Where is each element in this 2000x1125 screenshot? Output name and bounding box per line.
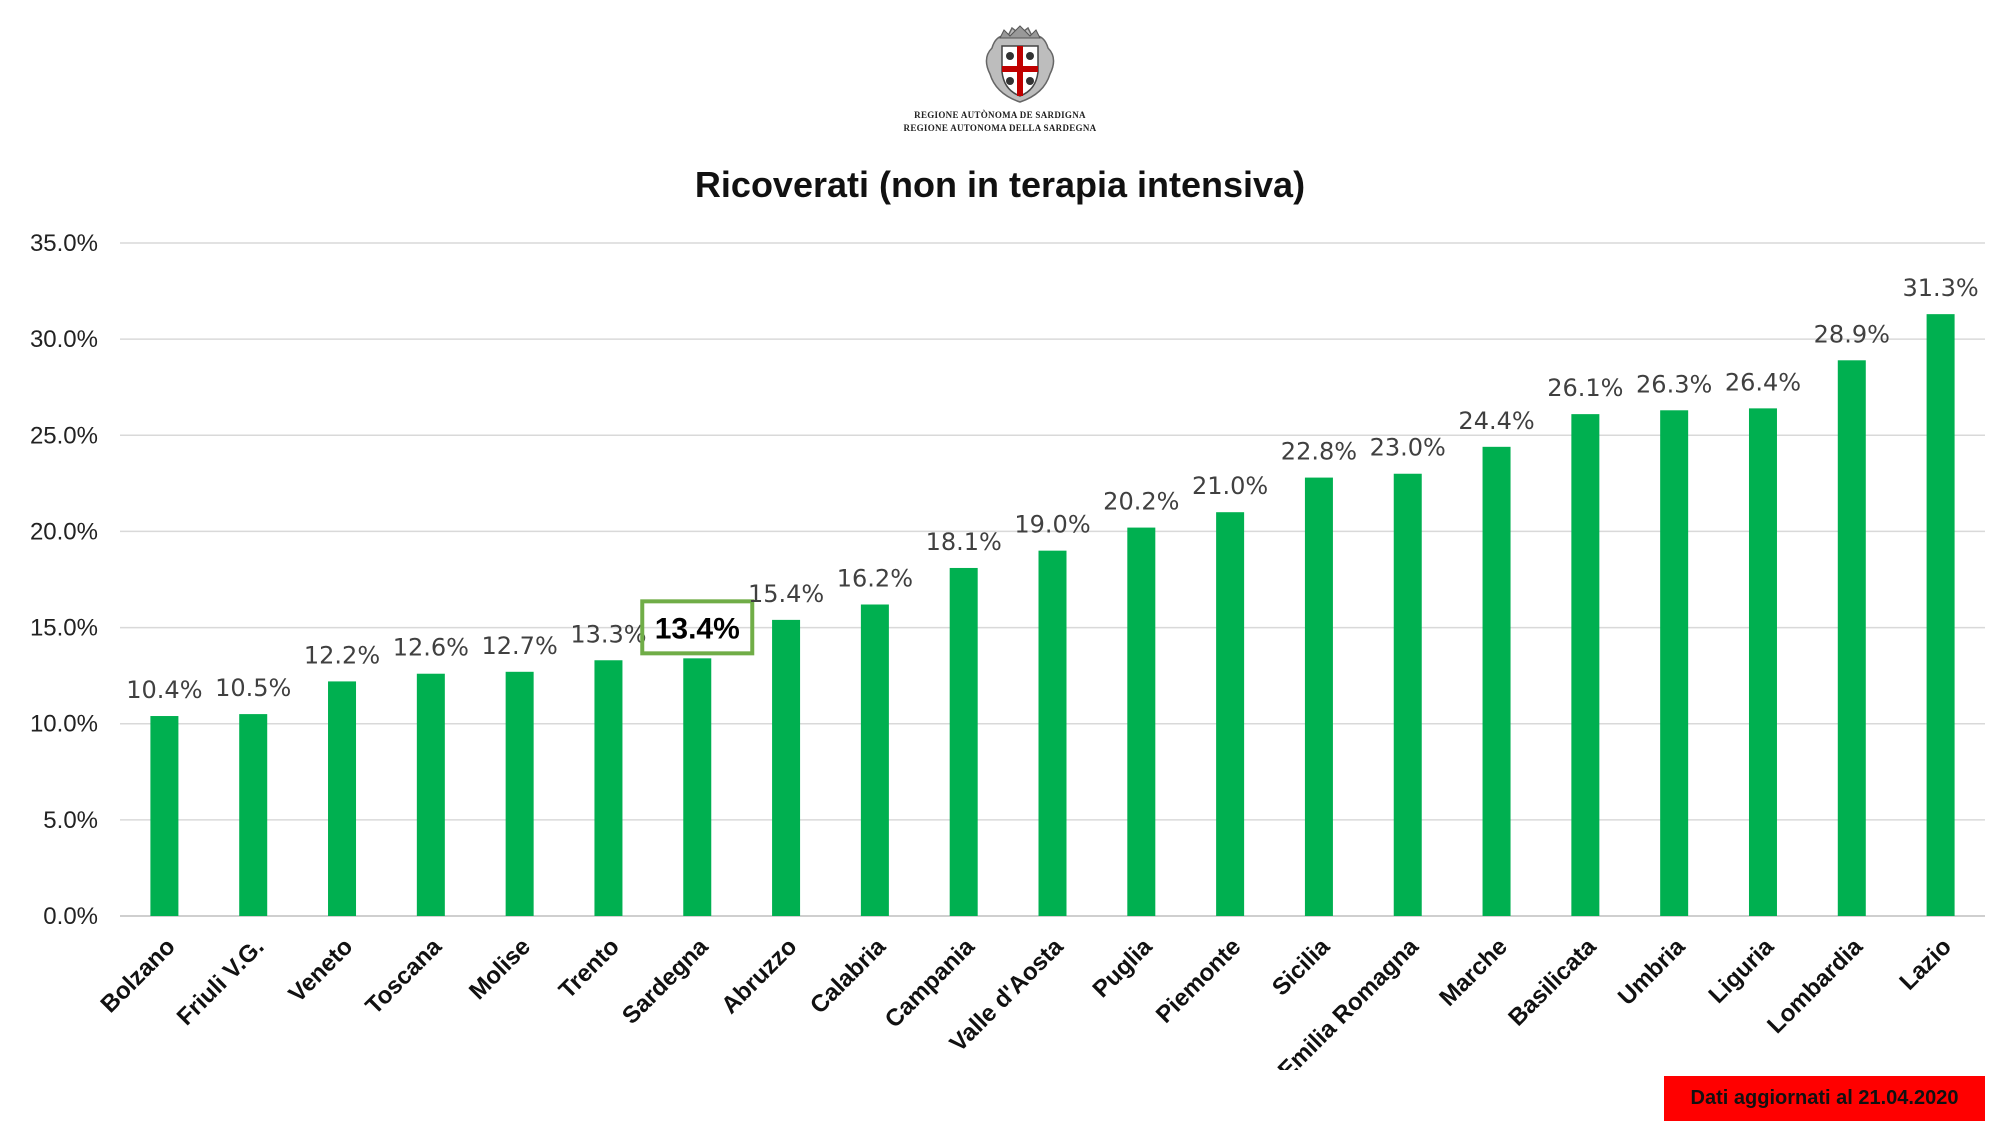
- y-tick-label: 25.0%: [30, 422, 98, 449]
- y-tick-label: 35.0%: [30, 230, 98, 257]
- data-label: 19.0%: [1014, 511, 1090, 539]
- data-label: 12.7%: [482, 632, 558, 660]
- update-date-note: Dati aggiornati al 21.04.2020: [1664, 1076, 1985, 1121]
- data-label: 16.2%: [837, 564, 913, 592]
- data-label: 13.3%: [570, 620, 646, 648]
- y-tick-label: 20.0%: [30, 518, 98, 545]
- data-label: 31.3%: [1902, 274, 1978, 302]
- bar: [1038, 550, 1067, 916]
- y-tick-label: 30.0%: [30, 326, 98, 353]
- data-label: 12.2%: [304, 641, 380, 669]
- x-tick-label: Umbria: [1613, 933, 1691, 1011]
- data-label: 18.1%: [926, 528, 1002, 556]
- bar: [683, 658, 712, 916]
- x-tick-label: Molise: [464, 933, 536, 1005]
- bar: [328, 681, 357, 916]
- region-coat-of-arms-logo: [985, 25, 1055, 103]
- logo-caption-italian: REGIONE AUTONOMA DELLA SARDEGNA: [903, 123, 1097, 133]
- highlight-box: [640, 599, 755, 656]
- x-tick-label: Sardegna: [617, 933, 714, 1030]
- bar: [1304, 477, 1333, 916]
- y-tick-label: 15.0%: [30, 615, 98, 642]
- bar: [594, 660, 623, 916]
- x-tick-label: Puglia: [1088, 933, 1158, 1003]
- data-label: 26.4%: [1725, 368, 1801, 396]
- bar: [1393, 473, 1422, 916]
- data-label: 10.5%: [215, 674, 291, 702]
- x-tick-label: Veneto: [284, 933, 359, 1008]
- data-label: 23.0%: [1370, 434, 1446, 462]
- x-tick-label: Sicilia: [1267, 933, 1336, 1002]
- data-label: 22.8%: [1281, 438, 1357, 466]
- x-tick-label: Lazio: [1894, 933, 1956, 995]
- x-tick-label: Bolzano: [96, 933, 181, 1018]
- bar: [949, 567, 978, 916]
- x-tick-label: Friuli V.G.: [172, 933, 270, 1031]
- data-label: 26.3%: [1636, 370, 1712, 398]
- bar: [1571, 414, 1600, 916]
- bar: [239, 714, 268, 916]
- bar: [1660, 410, 1689, 916]
- data-label: 28.9%: [1814, 320, 1890, 348]
- bar: [150, 716, 179, 916]
- data-label: 20.2%: [1103, 488, 1179, 516]
- bar: [1837, 360, 1866, 916]
- bar: [860, 604, 889, 916]
- data-label: 21.0%: [1192, 472, 1268, 500]
- bar: [1216, 512, 1245, 916]
- bar-chart: 0.0% 5.0% 10.0% 15.0% 20.0% 25.0% 30.0% 35.0% 10…: [30, 230, 1985, 1070]
- logo-caption-sardinian: REGIONE AUTÒNOMA DE SARDIGNA: [914, 110, 1086, 120]
- data-label: 10.4%: [126, 676, 202, 704]
- bar: [416, 673, 445, 916]
- y-tick-label: 0.0%: [43, 903, 98, 930]
- x-tick-label: Lombardia: [1762, 933, 1868, 1039]
- bar: [1482, 446, 1511, 916]
- x-tick-label: Marche: [1434, 933, 1513, 1012]
- y-tick-label: 10.0%: [30, 711, 98, 738]
- x-tick-label: Liguria: [1704, 933, 1780, 1009]
- bar: [772, 619, 801, 916]
- x-tick-label: Piemonte: [1151, 933, 1246, 1028]
- x-tick-label: Basilicata: [1503, 933, 1602, 1032]
- bar: [1926, 314, 1955, 916]
- x-tick-label: Toscana: [360, 933, 447, 1020]
- x-tick-label: Calabria: [805, 933, 892, 1020]
- bar: [1748, 408, 1777, 916]
- data-label: 26.1%: [1547, 374, 1623, 402]
- data-label: 12.6%: [393, 634, 469, 662]
- data-label: 24.4%: [1458, 407, 1534, 435]
- bar: [1127, 527, 1156, 916]
- data-label: 15.4%: [748, 580, 824, 608]
- bar: [505, 671, 534, 916]
- data-label: 13.4%: [655, 612, 740, 645]
- x-tick-label: Trento: [554, 933, 625, 1004]
- x-tick-label: Abruzzo: [716, 933, 802, 1019]
- chart-title: Ricoverati (non in terapia intensiva): [694, 164, 1306, 205]
- y-tick-label: 5.0%: [43, 807, 98, 834]
